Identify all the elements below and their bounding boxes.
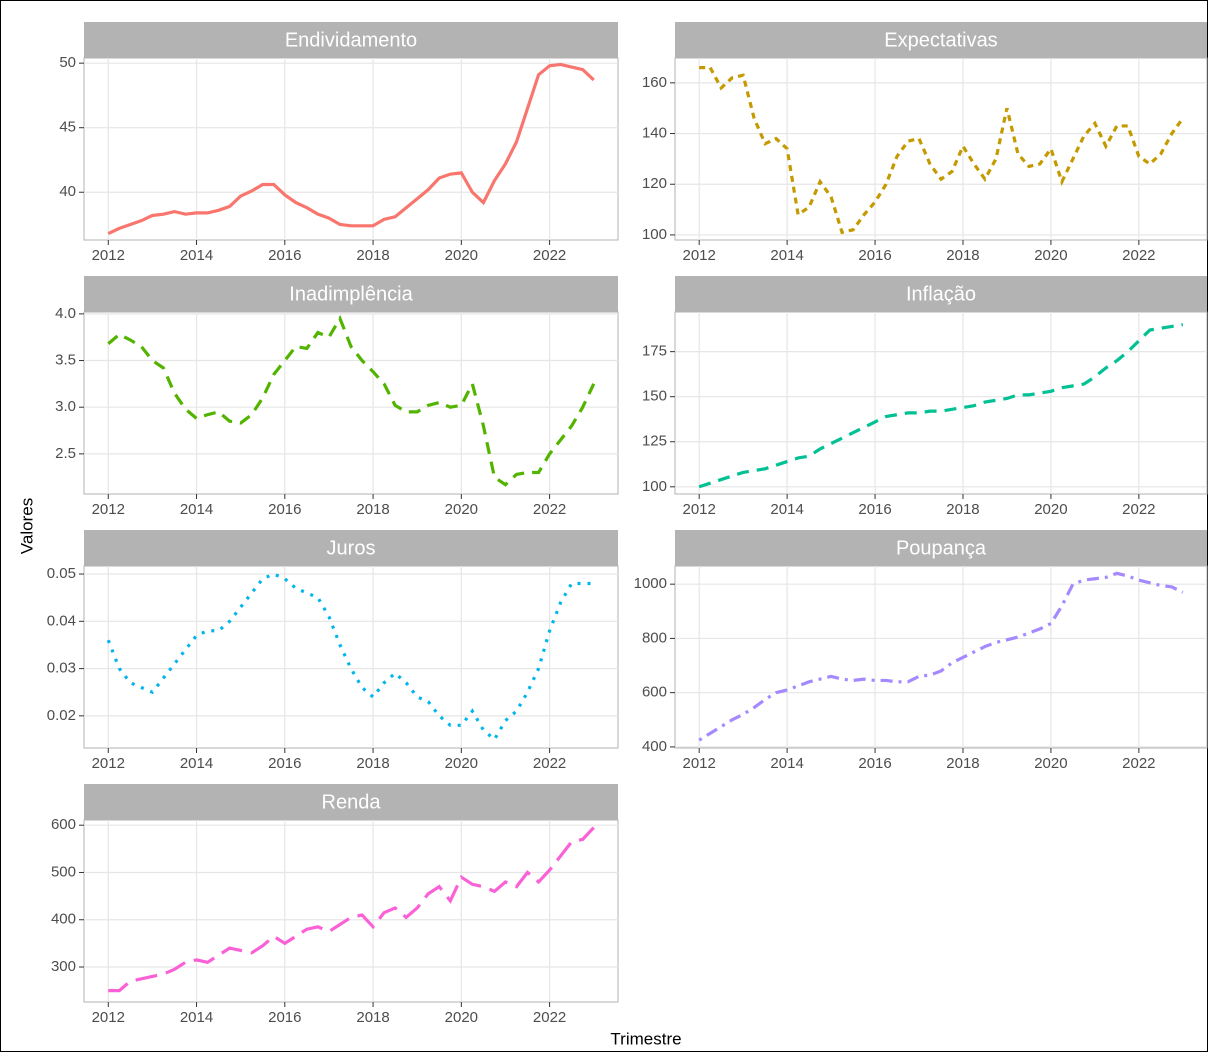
panel-title: Expectativas: [884, 29, 997, 51]
y-tick-label: 2.5: [55, 445, 76, 462]
panel-title: Inadimplência: [289, 283, 413, 305]
x-tick-label: 2014: [180, 501, 213, 518]
x-tick-label: 2014: [770, 247, 803, 264]
y-tick-label: 800: [642, 629, 667, 646]
x-tick-label: 2016: [268, 501, 301, 518]
y-tick-label: 3.0: [55, 398, 76, 415]
x-tick-label: 2018: [946, 755, 979, 772]
y-tick-label: 300: [51, 958, 76, 975]
panel: [83, 311, 619, 495]
x-tick-label: 2020: [1034, 501, 1067, 518]
line-series: [698, 571, 1184, 742]
strip: [675, 22, 1207, 58]
x-tick-label: 2012: [682, 755, 715, 772]
y-tick-label: 140: [642, 125, 667, 142]
x-tick-label: 2018: [356, 247, 389, 264]
x-tick-label: 2020: [445, 501, 478, 518]
x-tick-label: 2020: [445, 1009, 478, 1026]
panel-title: Inflação: [906, 283, 976, 305]
y-tick-label: 600: [51, 816, 76, 833]
x-tick-label: 2012: [92, 501, 125, 518]
x-tick-label: 2022: [533, 1009, 566, 1026]
panel: [83, 57, 619, 241]
y-tick-label: 125: [642, 433, 667, 450]
x-tick-label: 2022: [1122, 755, 1155, 772]
y-tick-label: 45: [59, 119, 76, 136]
x-tick-label: 2016: [858, 755, 891, 772]
panel-title: Juros: [327, 537, 376, 559]
x-tick-label: 2022: [1122, 247, 1155, 264]
panel: [674, 57, 1208, 241]
x-tick-label: 2016: [268, 755, 301, 772]
x-tick-label: 2020: [1034, 755, 1067, 772]
x-tick-label: 2016: [858, 247, 891, 264]
panel-title: Endividamento: [285, 29, 417, 51]
y-axis-title: Valores: [17, 498, 36, 554]
x-tick-label: 2018: [946, 501, 979, 518]
y-tick-label: 0.04: [47, 612, 76, 629]
x-tick-label: 2022: [533, 755, 566, 772]
y-tick-label: 120: [642, 175, 667, 192]
x-tick-label: 2018: [356, 1009, 389, 1026]
x-tick-label: 2020: [445, 755, 478, 772]
x-tick-label: 2014: [770, 501, 803, 518]
line-series: [698, 323, 1184, 489]
x-tick-label: 2018: [356, 755, 389, 772]
y-tick-label: 600: [642, 684, 667, 701]
y-tick-label: 175: [642, 343, 667, 360]
panel: [83, 819, 619, 1003]
x-tick-label: 2014: [180, 755, 213, 772]
strip: [675, 530, 1207, 566]
y-tick-label: 400: [642, 738, 667, 755]
line-series: [107, 62, 595, 235]
y-tick-label: 0.05: [47, 565, 76, 582]
panel-title: Renda: [322, 791, 382, 813]
x-tick-label: 2020: [445, 247, 478, 264]
y-tick-label: 100: [642, 226, 667, 243]
strip: [84, 276, 618, 312]
x-tick-label: 2018: [356, 501, 389, 518]
x-tick-label: 2020: [1034, 247, 1067, 264]
y-tick-label: 160: [642, 74, 667, 91]
y-tick-label: 4.0: [55, 305, 76, 322]
x-tick-label: 2014: [180, 247, 213, 264]
x-tick-label: 2014: [180, 1009, 213, 1026]
line-series: [106, 572, 594, 742]
x-tick-label: 2014: [770, 755, 803, 772]
panel-title: Poupança: [896, 537, 987, 559]
strip: [84, 530, 618, 566]
x-tick-label: 2018: [946, 247, 979, 264]
x-tick-label: 2022: [1122, 501, 1155, 518]
y-tick-label: 50: [59, 54, 76, 71]
x-tick-label: 2012: [682, 247, 715, 264]
x-tick-label: 2016: [268, 1009, 301, 1026]
y-tick-label: 150: [642, 388, 667, 405]
y-tick-label: 40: [59, 183, 76, 200]
y-tick-label: 1000: [634, 575, 667, 592]
y-tick-label: 0.03: [47, 660, 76, 677]
line-series: [699, 66, 1185, 235]
x-tick-label: 2022: [533, 247, 566, 264]
x-tick-label: 2022: [533, 501, 566, 518]
x-tick-label: 2016: [858, 501, 891, 518]
y-tick-label: 0.02: [47, 707, 76, 724]
panel: [83, 565, 619, 749]
x-tick-label: 2012: [92, 1009, 125, 1026]
panel: [674, 311, 1208, 495]
line-series: [107, 314, 596, 487]
x-tick-label: 2012: [92, 247, 125, 264]
strip: [675, 276, 1207, 312]
x-tick-label: 2012: [682, 501, 715, 518]
y-tick-label: 500: [51, 863, 76, 880]
x-axis-title: Trimestre: [610, 1029, 681, 1048]
strip: [84, 22, 618, 58]
y-tick-label: 400: [51, 911, 76, 928]
y-tick-label: 100: [642, 478, 667, 495]
strip: [84, 784, 618, 820]
x-tick-label: 2016: [268, 247, 301, 264]
panel: [674, 565, 1208, 749]
y-tick-label: 3.5: [55, 352, 76, 369]
x-tick-label: 2012: [92, 755, 125, 772]
